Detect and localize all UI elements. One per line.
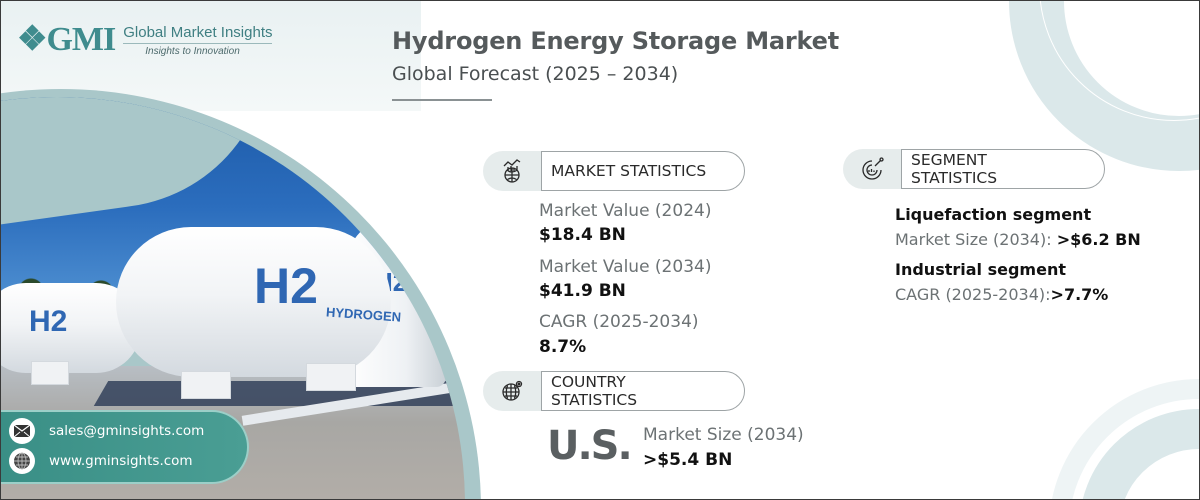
email-link[interactable]: sales@gminsights.com [49, 423, 205, 439]
segment-statistics-header: SEGMENT STATISTICS [843, 149, 1105, 189]
cagr-value: 8.7% [539, 337, 587, 357]
tank-label: H2 [254, 258, 318, 314]
tank-label: H2 [29, 305, 68, 338]
market-statistics-header: MARKET STATISTICS [483, 151, 745, 191]
industrial-segment-title: Industrial segment [895, 260, 1066, 279]
website-link[interactable]: www.gminsights.com [49, 453, 193, 469]
industrial-cagr-value: >7.7% [1050, 285, 1109, 304]
page-title: Hydrogen Energy Storage Market [392, 27, 839, 55]
liquefaction-segment-title: Liquefaction segment [895, 205, 1092, 224]
market-value-2034: $41.9 BN [539, 281, 626, 301]
country-statistics-heading: COUNTRY STATISTICS [541, 371, 745, 411]
brand-tagline: Insights to Innovation [145, 45, 240, 57]
country-code: U.S. [547, 423, 633, 469]
contact-bar: sales@gminsights.com www.gminsights.com [1, 410, 249, 484]
gmi-logo-mark: ❖GMI [17, 21, 116, 58]
cagr-label: CAGR (2025-2034) [539, 312, 699, 332]
market-statistics-heading: MARKET STATISTICS [541, 151, 745, 191]
liquefaction-market-size-value: >$6.2 BN [1056, 230, 1141, 249]
market-value-2024: $18.4 BN [539, 225, 626, 245]
market-value-2024-label: Market Value (2024) [539, 201, 712, 221]
globe-pin-icon [483, 371, 541, 411]
segment-statistics-heading: SEGMENT STATISTICS [901, 149, 1105, 189]
industrial-cagr: CAGR (2025-2034):>7.7% [895, 285, 1108, 304]
liquefaction-market-size-label: Market Size (2034): [895, 230, 1057, 249]
globe-icon [9, 448, 35, 474]
industrial-cagr-label: CAGR (2025-2034): [895, 285, 1051, 304]
tank-leg [181, 371, 231, 399]
contact-website[interactable]: www.gminsights.com [9, 448, 193, 474]
pie-target-icon [843, 149, 901, 189]
page-subtitle: Global Forecast (2025 – 2034) [392, 63, 679, 85]
brand-name: Global Market Insights [123, 24, 273, 44]
tank-main: H2 HYDROGEN [116, 227, 402, 377]
tank-label-hydrogen: HYDROGEN [325, 304, 402, 325]
country-market-size-value: >$5.4 BN [643, 450, 733, 470]
country-market-size-label: Market Size (2034) [643, 425, 804, 445]
title-divider [392, 99, 492, 101]
contact-email[interactable]: sales@gminsights.com [9, 418, 204, 444]
gmi-logo: ❖GMI Global Market Insights Insights to … [17, 21, 273, 58]
tank-leg [31, 361, 69, 385]
tank-leg [306, 363, 356, 391]
globe-chart-icon [483, 151, 541, 191]
country-statistics-header: COUNTRY STATISTICS [483, 371, 745, 411]
mail-icon [9, 418, 35, 444]
market-value-2034-label: Market Value (2034) [539, 257, 712, 277]
liquefaction-market-size: Market Size (2034): >$6.2 BN [895, 230, 1141, 249]
